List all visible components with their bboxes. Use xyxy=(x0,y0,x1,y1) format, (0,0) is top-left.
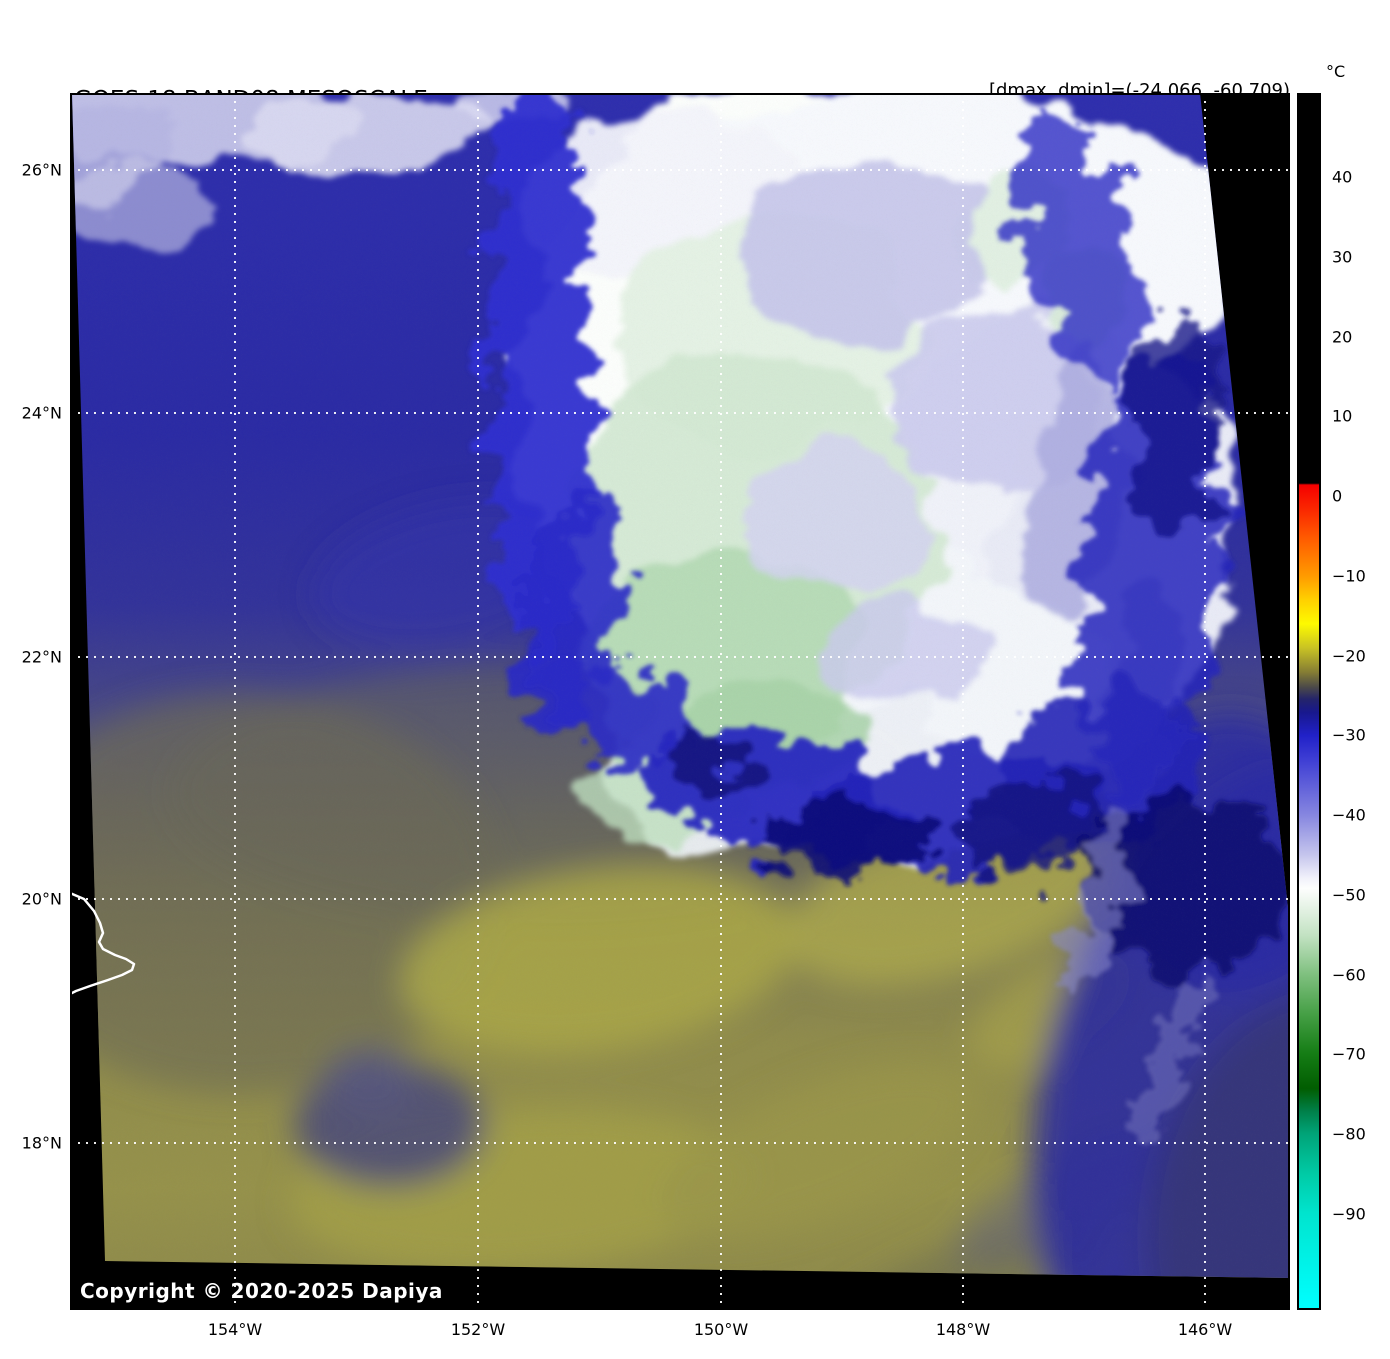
lon-axis-label: 146°W xyxy=(1177,1320,1233,1339)
colorbar-tick-label: −40 xyxy=(1332,805,1366,825)
lat-axis-label: 20°N xyxy=(21,889,62,909)
colorbar-tick-label: −20 xyxy=(1332,646,1366,666)
lat-axis-label: 18°N xyxy=(21,1133,62,1153)
colorbar-tick-label: −90 xyxy=(1332,1204,1366,1224)
lat-axis-label: 24°N xyxy=(21,403,62,423)
sensor-noise-overlay xyxy=(72,93,1290,1278)
colorbar-tick-label: −10 xyxy=(1332,566,1366,586)
satellite-map xyxy=(68,93,1290,1310)
colorbar-tick-label: 30 xyxy=(1332,247,1353,267)
lon-axis-label: 152°W xyxy=(450,1320,506,1339)
lon-axis-label: 154°W xyxy=(207,1320,263,1339)
graticule-gridlines xyxy=(70,93,1290,1310)
coastline xyxy=(68,891,136,996)
lat-axis-label: 22°N xyxy=(21,647,62,667)
data-region xyxy=(72,93,1290,1278)
colorbar-tick-label: 40 xyxy=(1332,167,1353,187)
colorbar-tick-label: 10 xyxy=(1332,406,1353,426)
copyright-label: Copyright © 2020-2025 Dapiya xyxy=(80,1279,443,1303)
lat-axis-label: 26°N xyxy=(21,160,62,180)
colorbar-tick-label: −80 xyxy=(1332,1124,1366,1144)
colorbar-tick-label: −60 xyxy=(1332,965,1366,985)
colorbar-tick-label: 0 xyxy=(1332,486,1343,506)
colorbar-unit-label: °C xyxy=(1326,62,1346,81)
lon-axis-label: 150°W xyxy=(693,1320,749,1339)
axes-border xyxy=(70,93,1290,1310)
colorbar-tick-label: −30 xyxy=(1332,725,1366,745)
colorbar xyxy=(1297,93,1321,1310)
satellite-map-canvas xyxy=(68,93,1290,1310)
colorbar-tick-label: 20 xyxy=(1332,327,1353,347)
colorbar-tick-label: −70 xyxy=(1332,1044,1366,1064)
lon-axis-label: 148°W xyxy=(935,1320,991,1339)
colorbar-tick-label: −50 xyxy=(1332,885,1366,905)
